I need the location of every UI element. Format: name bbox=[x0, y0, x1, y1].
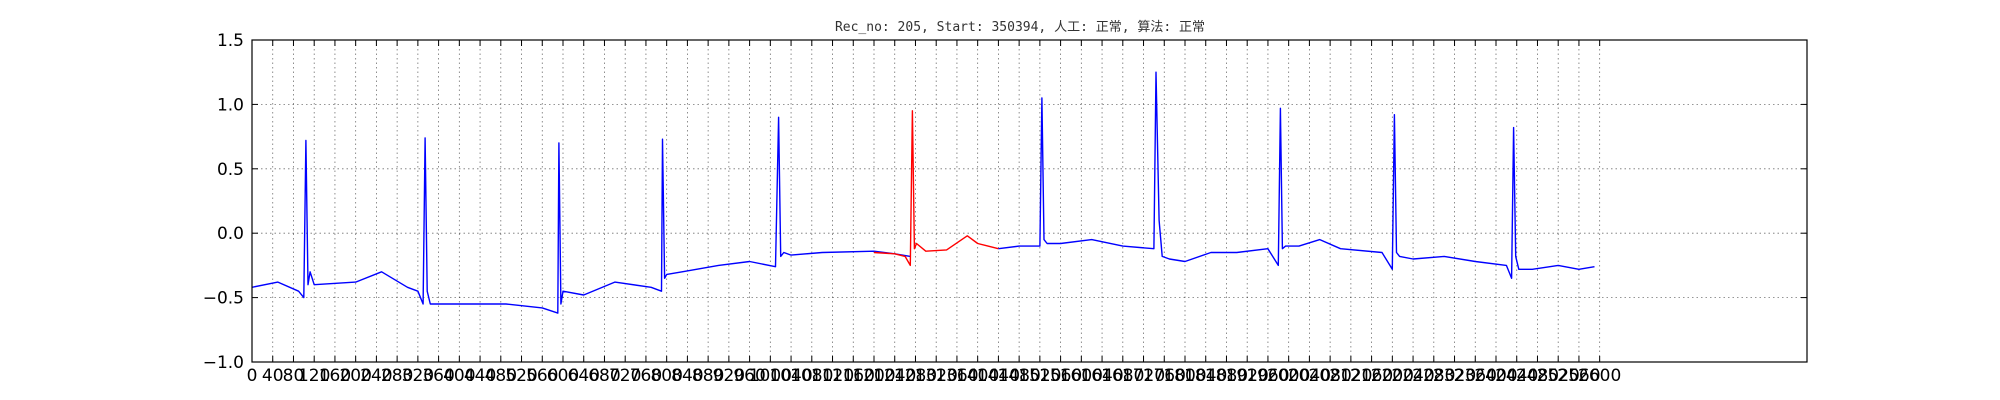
x-tick-label: 1760 bbox=[1143, 366, 1186, 386]
x-tick-label: 880 bbox=[692, 366, 724, 386]
x-tick-label: 360 bbox=[422, 366, 454, 386]
y-tick-label: 0.0 bbox=[217, 224, 244, 244]
x-tick-label: 2320 bbox=[1433, 366, 1476, 386]
x-tick-label: 40 bbox=[262, 366, 284, 386]
x-tick-label: 2200 bbox=[1371, 366, 1414, 386]
series-line-0 bbox=[251, 116, 911, 314]
x-tick-label: 0 bbox=[247, 366, 258, 386]
x-tick-label: 2080 bbox=[1309, 366, 1352, 386]
series-line-2 bbox=[998, 71, 1595, 279]
x-tick-label: 1360 bbox=[935, 366, 978, 386]
x-tick-label: 480 bbox=[485, 366, 517, 386]
x-tick-label: 520 bbox=[505, 366, 537, 386]
x-tick-label: 920 bbox=[713, 366, 745, 386]
x-tick-label: 200 bbox=[339, 366, 371, 386]
x-tick-label: 2280 bbox=[1412, 366, 1455, 386]
x-tick-label: 2600 bbox=[1578, 366, 1621, 386]
x-tick-label: 2360 bbox=[1454, 366, 1497, 386]
x-tick-label: 680 bbox=[588, 366, 620, 386]
x-tick-label: 600 bbox=[547, 366, 579, 386]
x-tick-label: 160 bbox=[319, 366, 351, 386]
x-tick-label: 1560 bbox=[1039, 366, 1082, 386]
x-tick-label: 840 bbox=[671, 366, 703, 386]
x-tick-label: 1960 bbox=[1246, 366, 1289, 386]
x-tick-label: 80 bbox=[283, 366, 305, 386]
series-layer bbox=[251, 71, 1595, 314]
x-tick-label: 2440 bbox=[1495, 366, 1538, 386]
grid-layer bbox=[252, 40, 1807, 362]
x-tick-label: 1120 bbox=[811, 366, 854, 386]
x-tick-label: 1200 bbox=[852, 366, 895, 386]
x-tick-label: 560 bbox=[526, 366, 558, 386]
x-tick-label: 1800 bbox=[1163, 366, 1206, 386]
x-tick-label: 640 bbox=[568, 366, 600, 386]
x-tick-label: 1840 bbox=[1184, 366, 1227, 386]
chart-title: Rec_no: 205, Start: 350394, 人工: 正常, 算法: … bbox=[835, 20, 1205, 35]
x-tick-label: 1160 bbox=[832, 366, 875, 386]
y-tick-label: −1.0 bbox=[203, 353, 244, 373]
x-tick-label: 1520 bbox=[1018, 366, 1061, 386]
series-line-1 bbox=[873, 110, 999, 267]
x-tick-label: 2240 bbox=[1391, 366, 1434, 386]
x-tick-label: 1920 bbox=[1226, 366, 1269, 386]
plot-frame bbox=[251, 39, 1808, 363]
x-tick-label: 1480 bbox=[998, 366, 1041, 386]
x-tick-label: 120 bbox=[298, 366, 330, 386]
x-tick-label: 1280 bbox=[894, 366, 937, 386]
x-tick-label: 1680 bbox=[1101, 366, 1144, 386]
x-tick-label: 2120 bbox=[1329, 366, 1372, 386]
x-tick-label: 2480 bbox=[1516, 366, 1559, 386]
x-tick-label: 2000 bbox=[1267, 366, 1310, 386]
x-tick-label: 1400 bbox=[956, 366, 999, 386]
x-tick-label: 1440 bbox=[977, 366, 1020, 386]
x-tick-label: 960 bbox=[733, 366, 765, 386]
x-tick-label: 720 bbox=[609, 366, 641, 386]
x-tick-label: 2520 bbox=[1537, 366, 1580, 386]
x-tick-label: 2160 bbox=[1350, 366, 1393, 386]
x-tick-label: 320 bbox=[402, 366, 434, 386]
tick-layer: −1.0 −0.5 0.0 0.5 1.0 1.5 0 40 80120160200240280… bbox=[203, 31, 1807, 386]
x-tick-label: 2400 bbox=[1474, 366, 1517, 386]
x-tick-label: 1000 bbox=[749, 366, 792, 386]
x-tick-label: 240 bbox=[360, 366, 392, 386]
x-tick-label: 400 bbox=[443, 366, 475, 386]
y-tick-label: −0.5 bbox=[203, 289, 244, 309]
x-tick-label: 1600 bbox=[1060, 366, 1103, 386]
x-tick-label: 2560 bbox=[1557, 366, 1600, 386]
x-tick-label: 440 bbox=[464, 366, 496, 386]
x-tick-label: 2040 bbox=[1288, 366, 1331, 386]
y-tick-label: 0.5 bbox=[217, 160, 244, 180]
y-tick-label: 1.0 bbox=[217, 95, 244, 115]
y-tick-label: 1.5 bbox=[217, 31, 244, 51]
x-tick-label: 280 bbox=[381, 366, 413, 386]
x-tick-label: 1320 bbox=[915, 366, 958, 386]
x-tick-label: 760 bbox=[630, 366, 662, 386]
x-tick-label: 1040 bbox=[769, 366, 812, 386]
x-tick-label: 1720 bbox=[1122, 366, 1165, 386]
x-tick-label: 1640 bbox=[1080, 366, 1123, 386]
x-tick-label: 1880 bbox=[1205, 366, 1248, 386]
x-tick-label: 800 bbox=[650, 366, 682, 386]
x-tick-label: 1080 bbox=[790, 366, 833, 386]
x-tick-label: 1240 bbox=[873, 366, 916, 386]
